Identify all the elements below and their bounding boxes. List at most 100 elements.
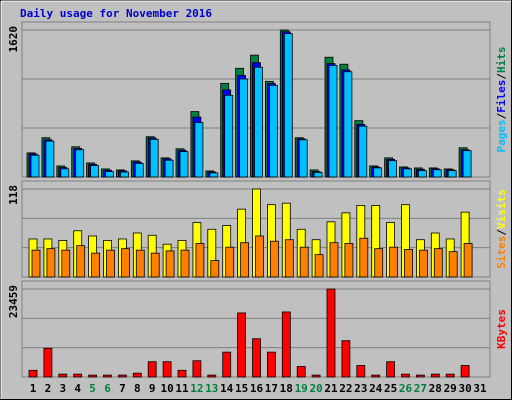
bar <box>209 172 219 178</box>
bar <box>195 243 205 278</box>
x-tick-label: 7 <box>119 382 126 395</box>
bar <box>76 245 86 278</box>
bar <box>386 361 396 378</box>
x-tick-label: 1 <box>30 382 37 395</box>
bar <box>60 168 70 178</box>
bar <box>150 252 160 278</box>
x-tick-label: 12 <box>190 382 203 395</box>
bar <box>225 246 235 278</box>
label-separator: / <box>495 229 508 236</box>
bar <box>447 170 457 178</box>
bar <box>329 242 339 278</box>
bar <box>418 249 428 278</box>
x-tick-label: 17 <box>265 382 278 395</box>
x-tick-label: 4 <box>74 382 81 395</box>
bar <box>460 365 470 378</box>
x-tick-label: 8 <box>134 382 141 395</box>
bar <box>103 374 112 378</box>
x-tick-label: 22 <box>339 382 352 395</box>
bar <box>43 347 53 378</box>
bar <box>30 154 40 178</box>
bar <box>417 170 427 178</box>
axis-label: Pages/Files/Hits <box>495 47 508 153</box>
bar <box>179 151 189 178</box>
bar <box>415 374 425 378</box>
bar <box>359 237 369 278</box>
bar <box>404 249 413 278</box>
bar <box>403 168 412 178</box>
bar <box>134 162 144 178</box>
bar <box>88 374 97 378</box>
bar <box>224 94 234 178</box>
bar <box>328 64 338 178</box>
bar <box>281 311 291 378</box>
legend-entry: Hits <box>495 47 508 74</box>
bar <box>268 84 278 178</box>
bar <box>192 360 202 378</box>
y-tick-label: 1620 <box>7 26 20 53</box>
x-tick-label: 30 <box>458 382 471 395</box>
bar <box>31 249 41 278</box>
x-tick-label: 10 <box>160 382 173 395</box>
bar <box>358 125 368 178</box>
bar <box>194 122 204 178</box>
bar <box>106 249 115 278</box>
x-tick-label: 28 <box>429 382 442 395</box>
bar <box>164 159 174 178</box>
bar <box>254 66 263 178</box>
x-tick-label: 26 <box>399 382 413 395</box>
bar <box>165 250 175 278</box>
x-tick-label: 31 <box>473 382 487 395</box>
legend-entry: Pages <box>495 119 508 152</box>
x-tick-label: 19 <box>295 382 308 395</box>
bar <box>105 171 114 178</box>
axis-label: KBytes <box>495 309 508 349</box>
x-tick-label: 16 <box>250 382 264 395</box>
bar <box>252 338 261 378</box>
bar <box>118 374 127 378</box>
x-tick-label: 24 <box>369 382 383 395</box>
label-separator: / <box>495 73 508 80</box>
bar <box>371 374 381 378</box>
bar <box>90 165 99 178</box>
chart-title: Daily usage for November 2016 <box>20 7 212 20</box>
x-tick-label: 15 <box>235 382 248 395</box>
bar <box>284 239 294 278</box>
bar <box>132 372 142 378</box>
legend-entry: KBytes <box>495 309 508 349</box>
x-tick-label: 3 <box>59 382 66 395</box>
bar <box>45 140 55 178</box>
label-separator: / <box>495 112 508 119</box>
bar <box>135 249 145 278</box>
x-tick-label: 2 <box>45 382 52 395</box>
y-tick-label: 23459 <box>7 285 20 318</box>
axis-label: Sites/Visits <box>495 189 508 269</box>
x-tick-label: 14 <box>220 382 234 395</box>
x-tick-label: 11 <box>175 382 189 395</box>
bar <box>240 242 250 278</box>
x-tick-label: 20 <box>309 382 322 395</box>
bar <box>222 351 232 378</box>
x-tick-label: 13 <box>205 382 218 395</box>
bar <box>430 373 440 378</box>
bar <box>463 243 473 278</box>
bar <box>344 243 354 278</box>
bar <box>28 369 38 378</box>
bar <box>401 373 410 378</box>
bar <box>296 366 306 378</box>
bar <box>180 249 190 278</box>
bar <box>356 365 366 378</box>
x-tick-label: 9 <box>149 382 156 395</box>
bar <box>432 169 442 178</box>
bar <box>162 361 172 378</box>
bar <box>326 288 336 378</box>
bar <box>299 246 309 278</box>
bar <box>269 240 279 278</box>
bar <box>313 172 323 178</box>
bar <box>255 235 264 278</box>
x-tick-label: 29 <box>444 382 457 395</box>
bar <box>433 248 443 278</box>
bar <box>283 33 293 178</box>
x-tick-label: 25 <box>384 382 397 395</box>
